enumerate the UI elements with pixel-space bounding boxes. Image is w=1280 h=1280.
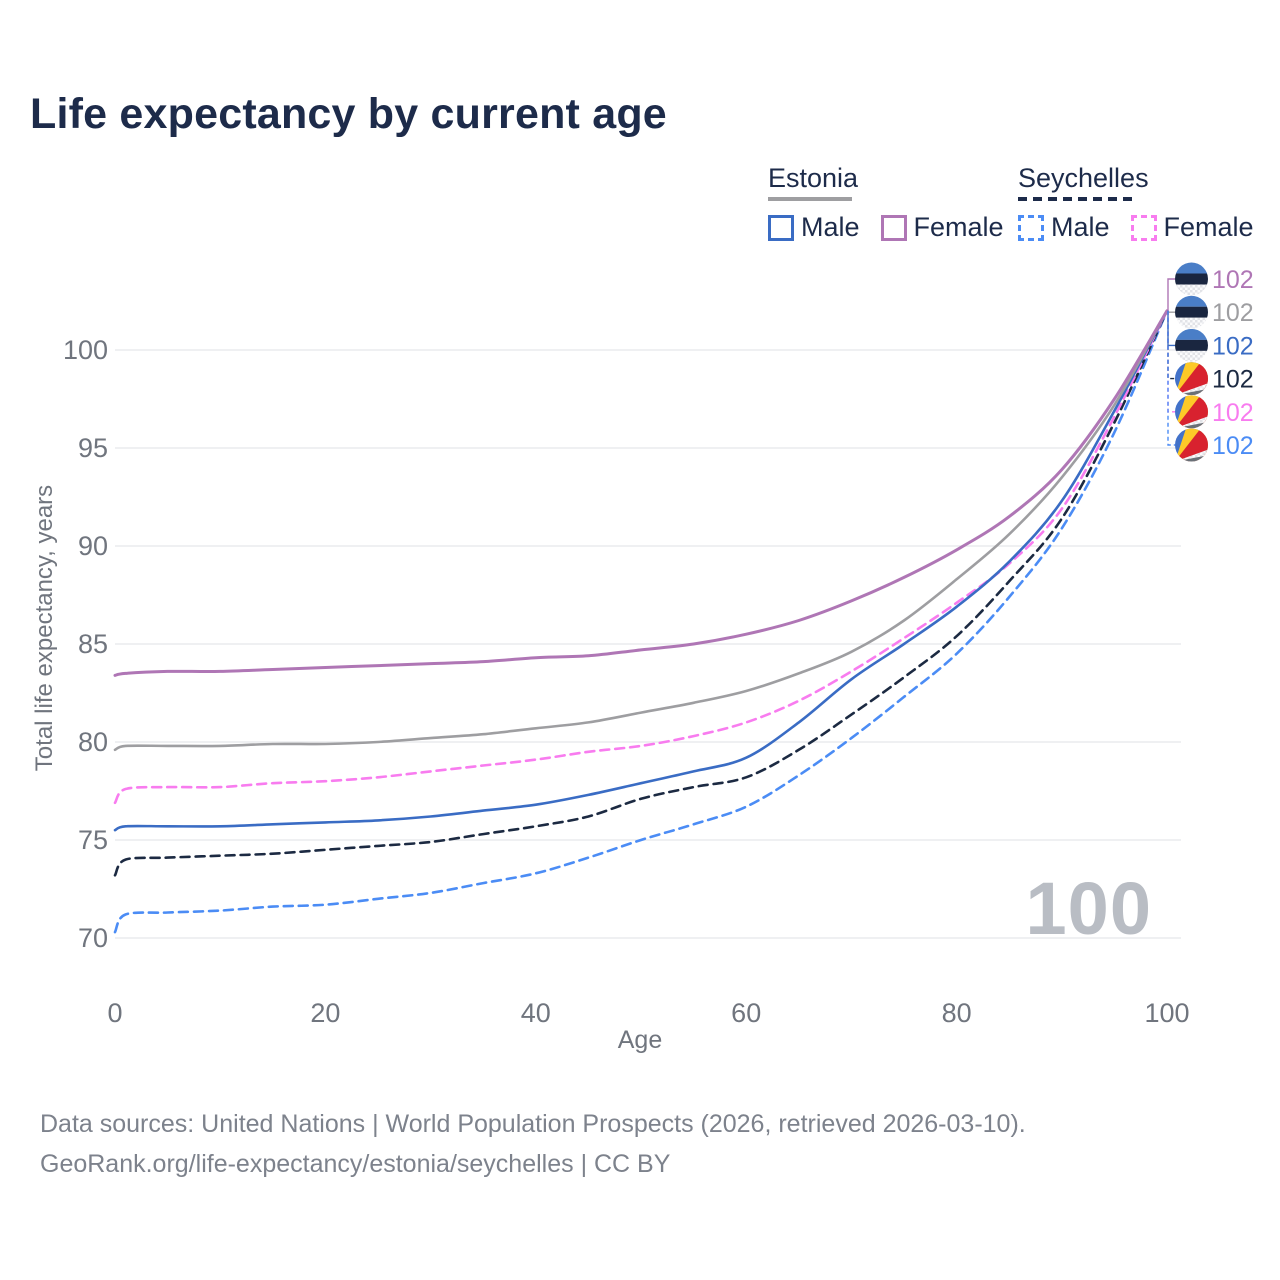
series-line-estonia-male[interactable] [113,309,1169,832]
legend-group-estonia: Estonia Male Female [768,163,1004,243]
series-line-estonia-both-sexes[interactable] [113,309,1169,752]
series-line-seychelles-male[interactable] [113,309,1169,934]
y-tick-label-80: 80 [78,727,108,757]
flag-icon-estonia [1175,328,1208,362]
y-tick-label-90: 90 [78,531,108,561]
legend-label-estonia-male[interactable]: Male [801,212,860,242]
page-title: Life expectancy by current age [30,90,667,138]
legend-label-seychelles-male[interactable]: Male [1051,212,1110,242]
end-value-label-seychelles-female: 102 [1212,399,1254,427]
legend-swatch-estonia-female[interactable] [880,214,907,241]
x-tick-label-0: 0 [107,998,122,1028]
x-tick-label-80: 80 [942,998,972,1028]
flag-icon-estonia [1175,262,1208,296]
end-value-label-estonia-both-sexes: 102 [1212,299,1254,327]
flag-icon-seychelles [1175,362,1208,396]
legend-title-estonia: Estonia [768,163,859,193]
series-line-seychelles-female[interactable] [113,309,1169,805]
end-label-connector-0 [1167,278,1175,311]
footer-attribution: GeoRank.org/life-expectancy/estonia/seyc… [40,1150,671,1178]
x-axis-label: Age [617,1026,663,1054]
series-line-seychelles-both-sexes[interactable] [113,309,1169,877]
legend-swatch-estonia-male[interactable] [768,214,794,241]
legend-label-estonia-female[interactable]: Female [913,212,1004,242]
end-value-label-estonia-male: 102 [1212,332,1254,360]
end-label-connector-2 [1167,310,1175,347]
y-tick-label-70: 70 [78,923,108,953]
flag-icon-estonia [1175,295,1208,329]
y-tick-label-75: 75 [78,825,108,855]
end-value-label-seychelles-male: 102 [1212,432,1254,460]
legend-underline-estonia [768,197,852,201]
end-value-label-seychelles-both-sexes: 102 [1212,366,1254,394]
y-tick-label-100: 100 [63,335,108,365]
end-value-label-estonia-female: 102 [1212,266,1254,294]
x-tick-label-60: 60 [731,998,761,1028]
legend-underline-seychelles [1018,197,1135,201]
end-label-connector-1 [1167,310,1175,313]
age-counter-watermark: 100 [1025,867,1152,950]
footer: Data sources: United Nations | World Pop… [40,1104,1026,1184]
x-tick-label-20: 20 [310,998,340,1028]
legend-group-seychelles: Seychelles Male Female [1018,163,1254,243]
legend-row-estonia: Male Female [768,212,1004,243]
legend-label-seychelles-female[interactable]: Female [1163,212,1254,242]
flag-icon-seychelles [1175,428,1208,462]
legend-row-seychelles: Male Female [1018,212,1254,243]
x-tick-label-100: 100 [1144,998,1189,1028]
series-line-estonia-female[interactable] [113,309,1169,677]
legend-swatch-seychelles-male[interactable] [1018,214,1044,241]
y-tick-label-95: 95 [78,433,108,463]
legend-swatch-seychelles-female[interactable] [1130,214,1157,241]
footer-data-sources: Data sources: United Nations | World Pop… [40,1110,1026,1138]
end-label-connector-5 [1167,310,1175,446]
x-tick-label-40: 40 [521,998,551,1028]
y-tick-label-85: 85 [78,629,108,659]
legend-title-seychelles: Seychelles [1018,163,1149,193]
y-axis-label: Total life expectancy, years [31,484,58,772]
flag-icon-seychelles [1175,395,1208,429]
end-label-connector-4 [1167,310,1175,413]
